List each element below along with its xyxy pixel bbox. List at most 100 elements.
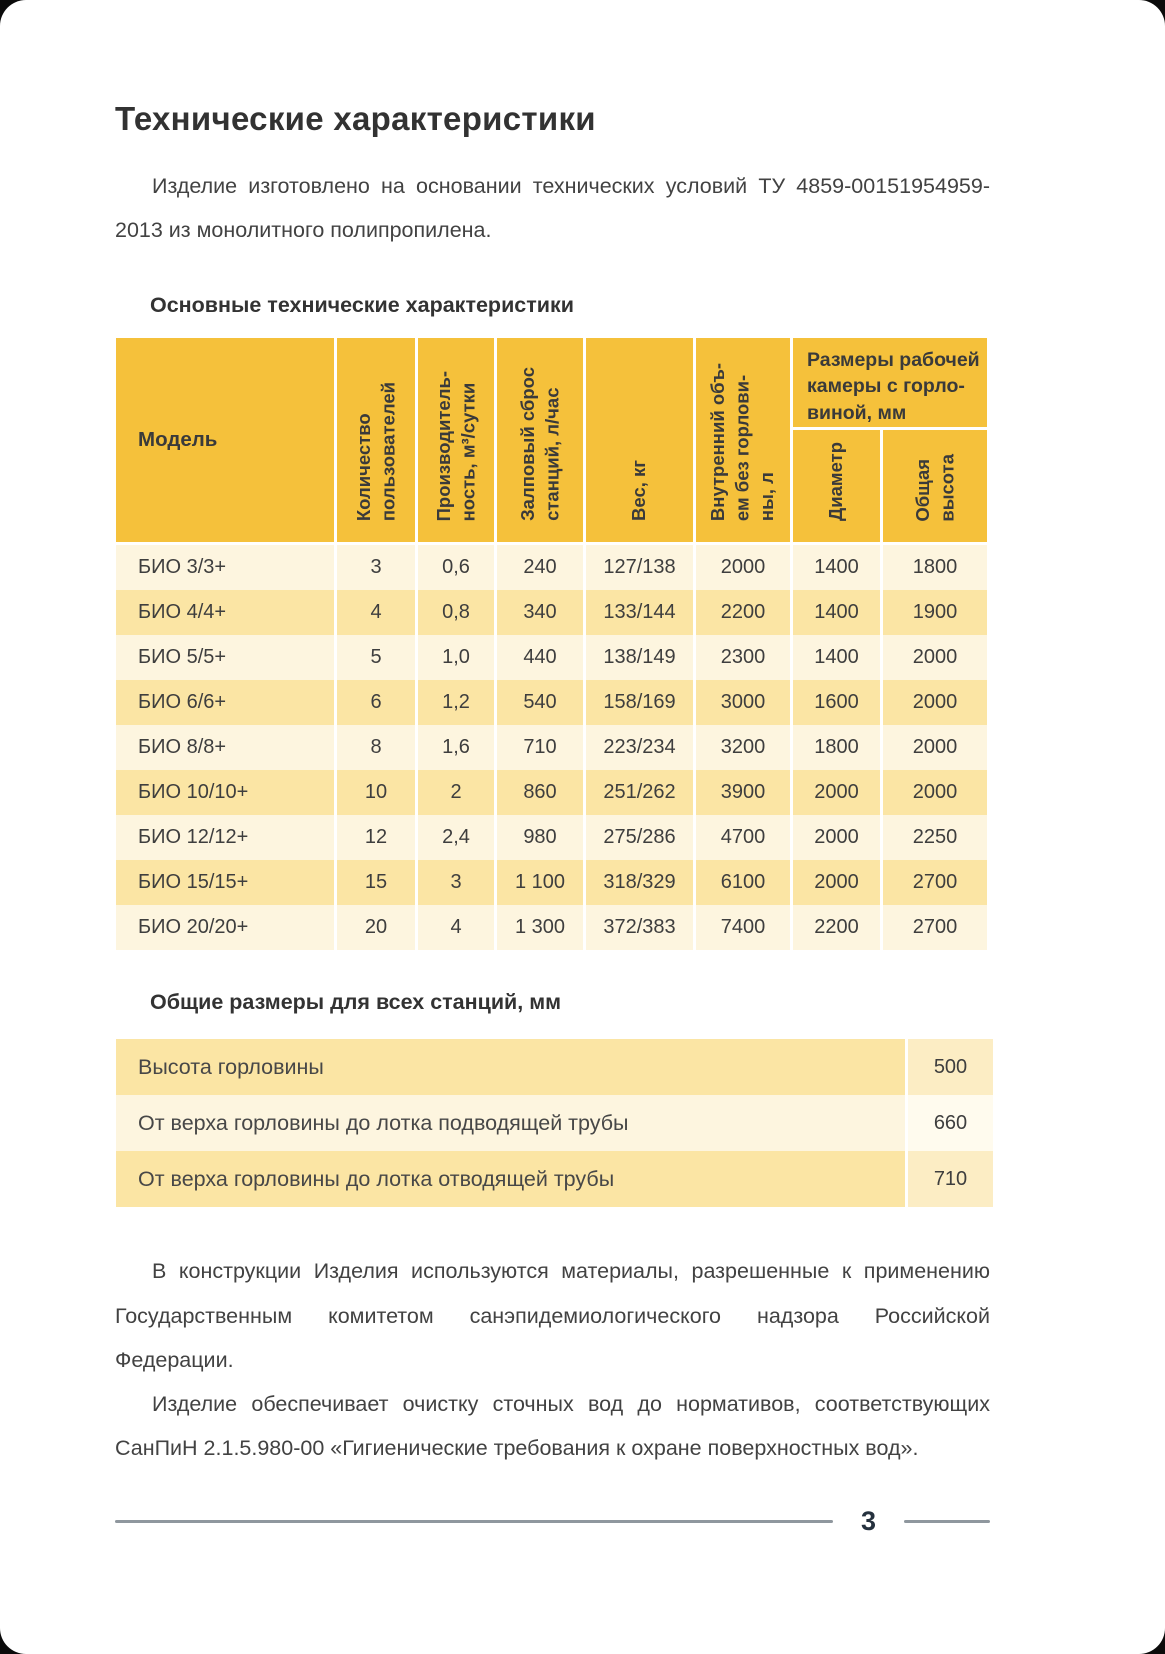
- table-cell: 3000: [720, 691, 766, 714]
- table-cell: 223/234: [603, 736, 676, 759]
- table-cell: 2200: [720, 601, 766, 624]
- table-cell: 1800: [912, 556, 958, 579]
- table-cell: 240: [523, 556, 557, 579]
- model-cell: БИО 6/6+: [138, 691, 227, 714]
- table-cell: 6100: [720, 871, 766, 894]
- table-cell: 138/149: [603, 646, 676, 669]
- col-header-model: Модель: [116, 337, 334, 546]
- table-cell: 980: [523, 826, 557, 849]
- model-cell: БИО 5/5+: [138, 646, 227, 669]
- col-header-volume: Внутренний объ- ем без горлови- ны, л: [696, 337, 790, 546]
- model-cell: БИО 20/20+: [138, 916, 249, 939]
- dimension-value: 710: [908, 1151, 993, 1208]
- table-cell: 2000: [912, 781, 958, 804]
- table-cell: 15: [364, 871, 388, 894]
- table-cell: 1,6: [442, 736, 470, 759]
- table-row: БИО 4/4+ 4 0,8 340 133/144 2200 1400 190…: [116, 590, 987, 636]
- page-number: 3: [860, 1506, 876, 1536]
- dimensions-table-heading: Общие размеры для всех станций, мм: [150, 990, 562, 1015]
- table-cell: 4: [370, 601, 382, 624]
- table-cell: 2000: [912, 736, 958, 759]
- table-cell: 0,8: [442, 601, 470, 624]
- dimension-label: От верха горловины до лотка отводящей тр…: [116, 1151, 905, 1208]
- footer-rule-right: [904, 1520, 990, 1523]
- dimension-value: 660: [908, 1095, 993, 1152]
- header-row-sub: Диаметр Общая высота: [116, 430, 987, 546]
- table-row: БИО 6/6+ 6 1,2 540 158/169 3000 1600 200…: [116, 680, 987, 726]
- table-row: Высота горловины 500: [116, 1039, 993, 1096]
- table-cell: 1600: [814, 691, 859, 714]
- table-cell: 1,0: [442, 646, 470, 669]
- table-cell: 2000: [814, 871, 859, 894]
- table-cell: 1400: [814, 601, 859, 624]
- table-cell: 4700: [720, 826, 766, 849]
- dimension-value: 500: [908, 1039, 993, 1096]
- dimension-label: От верха горловины до лотка подводящей т…: [116, 1095, 905, 1152]
- table-cell: 3: [370, 556, 382, 579]
- table-row: БИО 8/8+ 8 1,6 710 223/234 3200 1800 200…: [116, 725, 987, 771]
- table-cell: 3200: [720, 736, 766, 759]
- specifications-table-body: БИО 3/3+ 3 0,6 240 127/138 2000 1400 180…: [116, 545, 987, 951]
- col-header-users-label: Количество пользователей: [352, 382, 398, 522]
- table-cell: 275/286: [603, 826, 676, 849]
- table-cell: 2700: [912, 871, 958, 894]
- model-cell: БИО 3/3+: [138, 556, 227, 579]
- table-cell: 6: [370, 691, 382, 714]
- table-row: БИО 12/12+ 12 2,4 980 275/286 4700 2000 …: [116, 815, 987, 861]
- table-row: БИО 5/5+ 5 1,0 440 138/149 2300 1400 200…: [116, 635, 987, 681]
- table-row: От верха горловины до лотка подводящей т…: [116, 1095, 993, 1152]
- table-cell: 8: [370, 736, 382, 759]
- intro-paragraph: Изделие изготовлено на основании техниче…: [115, 174, 990, 243]
- table-cell: 2000: [814, 781, 859, 804]
- col-header-weight: Вес, кг: [586, 337, 693, 546]
- table-cell: 2300: [720, 646, 766, 669]
- table-cell: 2250: [912, 826, 958, 849]
- table-cell: 158/169: [603, 691, 676, 714]
- table-cell: 4: [450, 916, 462, 939]
- table-row: БИО 10/10+ 10 2 860 251/262 3900 2000 20…: [116, 770, 987, 816]
- table-cell: 1 300: [514, 916, 566, 939]
- table-cell: 1900: [912, 601, 958, 624]
- specifications-table: Модель Количество пользователей Производ…: [113, 337, 990, 951]
- col-header-weight-label: Вес, кг: [628, 460, 650, 522]
- model-cell: БИО 12/12+: [138, 826, 249, 849]
- col-header-users: Количество пользователей: [337, 337, 415, 546]
- col-header-height-label: Общая высота: [911, 453, 957, 522]
- table-cell: 5: [370, 646, 382, 669]
- table-cell: 133/144: [603, 601, 676, 624]
- col-header-diameter: Диаметр: [793, 430, 880, 546]
- page-title: Технические характеристики: [115, 100, 596, 137]
- table-cell: 2000: [912, 646, 958, 669]
- col-header-diameter-label: Диаметр: [825, 442, 847, 522]
- closing-text: В конструкции Изделия используются матер…: [115, 1249, 990, 1470]
- table-cell: 3: [450, 871, 462, 894]
- table-cell: 372/383: [603, 916, 676, 939]
- table-cell: 2000: [720, 556, 766, 579]
- table-cell: 318/329: [603, 871, 676, 894]
- col-header-salvo-discharge: Залповый сброс станций, л/час: [497, 337, 583, 546]
- col-header-capacity-label: Производитель- ность, м³/сутки: [432, 370, 478, 522]
- table-cell: 3900: [720, 781, 766, 804]
- table-cell: 1 100: [514, 871, 566, 894]
- table-cell: 340: [523, 601, 557, 624]
- table-cell: 2200: [814, 916, 859, 939]
- table-cell: 1800: [814, 736, 859, 759]
- specifications-table-header: Модель Количество пользователей Производ…: [116, 337, 987, 546]
- col-header-capacity: Производитель- ность, м³/сутки: [418, 337, 494, 546]
- dimension-label: Высота горловины: [116, 1039, 905, 1096]
- model-cell: БИО 15/15+: [138, 871, 249, 894]
- col-header-volume-label: Внутренний объ- ем без горлови- ны, л: [707, 363, 778, 522]
- table-cell: 440: [523, 646, 557, 669]
- table-row: БИО 3/3+ 3 0,6 240 127/138 2000 1400 180…: [116, 545, 987, 591]
- table-cell: 20: [364, 916, 388, 939]
- table-cell: 12: [364, 826, 388, 849]
- table-cell: 0,6: [442, 556, 470, 579]
- table-cell: 2: [450, 781, 462, 804]
- table-cell: 2000: [912, 691, 958, 714]
- footer-rule-left: [115, 1520, 833, 1523]
- col-header-height: Общая высота: [883, 430, 987, 546]
- page-footer: 3: [115, 1506, 990, 1537]
- table-cell: 251/262: [603, 781, 676, 804]
- table-cell: 2,4: [442, 826, 470, 849]
